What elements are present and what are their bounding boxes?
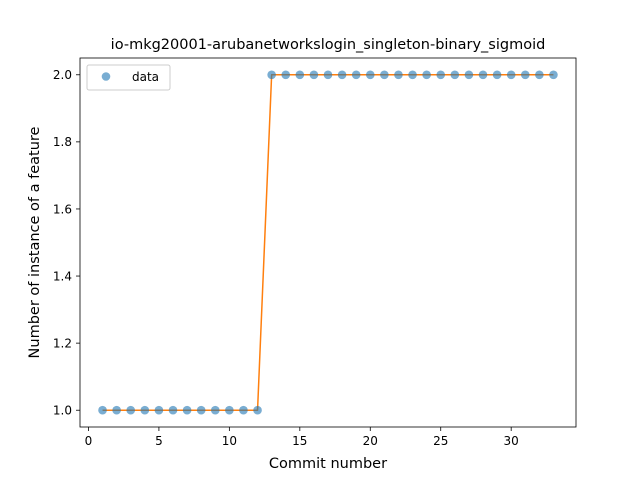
data-point xyxy=(182,405,192,415)
data-point xyxy=(408,70,417,80)
data-point xyxy=(478,70,488,80)
data-point xyxy=(140,405,150,415)
x-tick-label: 15 xyxy=(292,434,307,448)
chart-title: io-mkg20001-arubanetworkslogin_singleton… xyxy=(111,37,546,53)
data-point xyxy=(337,70,347,80)
y-tick-label: 1.6 xyxy=(53,202,72,216)
data-point xyxy=(295,70,305,80)
plot-background xyxy=(80,58,576,427)
data-point xyxy=(492,70,502,80)
data-point xyxy=(506,70,516,80)
data-point xyxy=(126,405,136,415)
data-point xyxy=(239,405,248,415)
x-axis-label: Commit number xyxy=(269,456,387,472)
data-point xyxy=(225,405,234,415)
legend-box xyxy=(86,64,171,91)
data-point xyxy=(267,70,276,80)
y-axis-ticks: 1.0 1.2 1.4 1.6 1.8 2.0 xyxy=(53,68,80,418)
data-point xyxy=(98,405,107,415)
data-point xyxy=(520,70,530,80)
data-point xyxy=(196,405,206,415)
data-point xyxy=(464,70,474,80)
data-point xyxy=(422,70,431,80)
data-point xyxy=(323,70,333,80)
data-point xyxy=(210,405,220,415)
data-point xyxy=(450,70,460,80)
data-point xyxy=(380,70,389,80)
data-point xyxy=(112,405,121,415)
plot-frame xyxy=(79,57,577,428)
data-point xyxy=(365,70,375,80)
legend: data xyxy=(86,64,171,91)
y-tick-label: 2.0 xyxy=(53,68,72,82)
data-point xyxy=(549,70,558,80)
x-axis-ticks: 0 5 10 15 20 25 30 xyxy=(85,427,519,448)
data-point xyxy=(351,70,361,80)
y-tick-label: 1.0 xyxy=(53,404,72,418)
data-point xyxy=(436,70,446,80)
legend-marker xyxy=(101,72,111,81)
point-layer xyxy=(98,70,558,415)
y-tick-label: 1.2 xyxy=(53,336,72,350)
data-point xyxy=(535,70,544,80)
x-tick-label: 10 xyxy=(222,434,237,448)
x-tick-label: 25 xyxy=(433,434,448,448)
data-point xyxy=(309,70,319,80)
legend-entry-data: data xyxy=(132,70,159,84)
x-tick-label: 30 xyxy=(504,434,519,448)
y-tick-label: 1.4 xyxy=(53,269,72,283)
x-tick-label: 0 xyxy=(85,434,93,448)
data-point xyxy=(154,405,164,415)
data-point xyxy=(168,405,178,415)
plot-area xyxy=(79,57,577,428)
x-tick-label: 20 xyxy=(363,434,378,448)
data-point xyxy=(253,405,262,415)
data-point xyxy=(394,70,403,80)
y-tick-label: 1.8 xyxy=(53,135,72,149)
x-tick-label: 5 xyxy=(155,434,163,448)
y-axis-label: Number of instance of a feature xyxy=(27,126,43,358)
data-point xyxy=(281,70,291,80)
